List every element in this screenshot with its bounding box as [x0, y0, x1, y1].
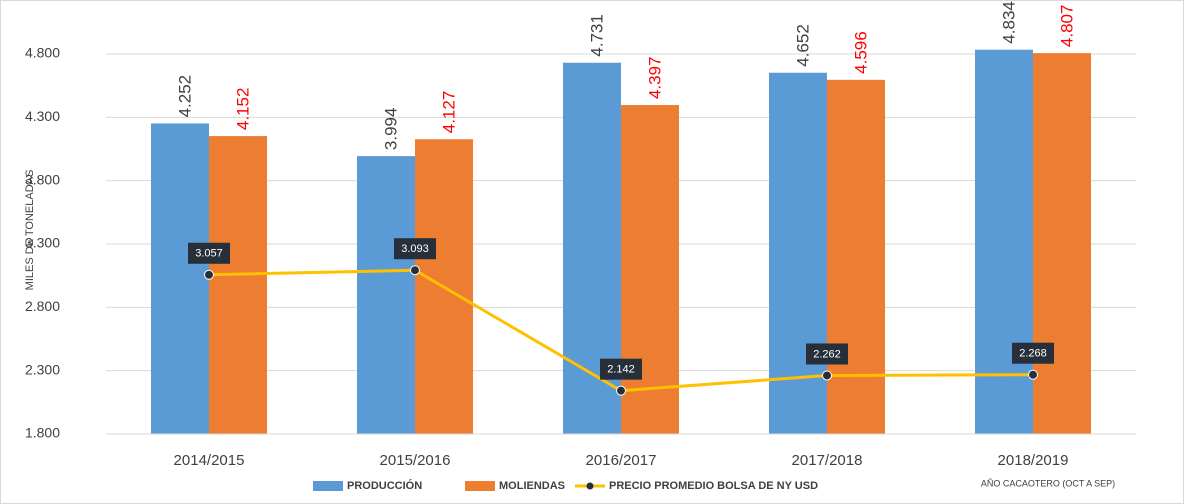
data-label: 4.652	[793, 24, 812, 67]
data-label: 4.807	[1057, 5, 1076, 48]
bar	[975, 49, 1033, 435]
line-point	[822, 370, 832, 381]
line-point	[410, 265, 420, 276]
y-tick-label: 1.800	[25, 425, 60, 441]
y-tick-label: 4.300	[25, 108, 60, 124]
y-tick-label: 3.800	[25, 171, 60, 187]
data-label: 2.262	[813, 348, 841, 360]
legend-swatch	[313, 481, 343, 491]
bar	[621, 105, 679, 435]
x-tick-label: 2018/2019	[998, 452, 1069, 469]
data-label: 4.834	[999, 1, 1018, 44]
data-label-box	[188, 242, 230, 264]
bar	[1033, 53, 1091, 434]
data-label: 4.252	[175, 75, 194, 118]
bar	[827, 79, 885, 434]
data-label: 3.093	[401, 243, 429, 255]
line-point	[204, 269, 214, 280]
bar	[209, 136, 267, 434]
bar	[357, 156, 415, 435]
x-tick-label: 2015/2016	[380, 452, 451, 469]
legend-label: MOLIENDAS	[499, 480, 565, 492]
data-label: 2.268	[1019, 348, 1047, 360]
data-label: 3.994	[381, 108, 400, 151]
x-tick-label: 2014/2015	[174, 452, 245, 469]
data-label-box	[600, 358, 642, 380]
data-label: 4.397	[645, 56, 664, 99]
y-tick-label: 2.800	[25, 298, 60, 314]
data-label: 4.127	[439, 91, 458, 134]
data-label-box	[1012, 342, 1054, 364]
y-tick-label: 2.300	[25, 361, 60, 377]
line-point	[616, 385, 626, 396]
y-tick-label: 3.300	[25, 235, 60, 251]
x-axis-label: AÑO CACAOTERO (OCT A SEP)	[981, 478, 1115, 488]
bar	[769, 72, 827, 434]
data-label-box	[394, 238, 436, 260]
data-label-box	[806, 343, 848, 365]
y-tick-label: 4.800	[25, 45, 60, 61]
line-point	[1028, 369, 1038, 380]
legend-swatch	[465, 481, 495, 491]
data-label: 4.152	[233, 88, 252, 131]
data-label: 4.731	[587, 14, 606, 57]
legend-label: PRODUCCIÓN	[347, 479, 422, 492]
data-label: 2.142	[607, 364, 635, 376]
y-axis-label: MILES DE TONELADAS	[24, 170, 36, 291]
data-label: 3.057	[195, 248, 223, 260]
x-tick-label: 2016/2017	[586, 452, 657, 469]
data-label: 4.596	[851, 31, 870, 74]
bar	[151, 123, 209, 434]
x-tick-label: 2017/2018	[792, 452, 863, 469]
legend-label: PRECIO PROMEDIO BOLSA DE NY USD	[609, 480, 818, 492]
legend-swatch-point	[586, 482, 594, 490]
